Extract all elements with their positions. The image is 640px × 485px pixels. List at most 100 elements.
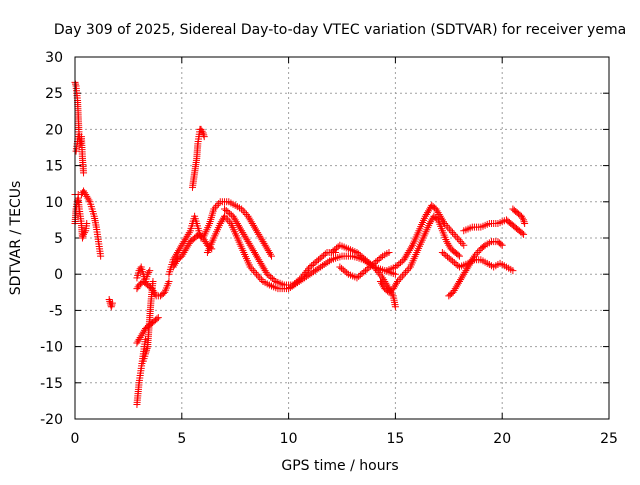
data-point	[422, 210, 430, 218]
data-point	[367, 262, 375, 270]
data-point	[389, 285, 397, 293]
data-point	[462, 267, 470, 275]
data-point	[105, 296, 113, 304]
data-point	[230, 214, 238, 222]
data-point	[226, 209, 234, 217]
data-point	[441, 220, 449, 228]
data-point	[321, 250, 329, 258]
data-point	[329, 247, 337, 255]
data-point	[247, 218, 255, 226]
data-point	[454, 251, 462, 259]
data-point	[391, 270, 399, 278]
data-point	[201, 238, 209, 246]
y-tick-label: -5	[49, 303, 63, 319]
data-point	[225, 218, 233, 226]
data-point	[244, 212, 252, 220]
data-point	[198, 127, 206, 135]
data-point	[216, 220, 224, 228]
data-point	[181, 247, 189, 255]
data-point	[459, 272, 467, 280]
x-axis-label: GPS time / hours	[281, 458, 398, 474]
data-point	[331, 246, 339, 254]
x-tick-label: 20	[493, 431, 511, 447]
data-point	[148, 285, 156, 293]
data-point	[405, 265, 413, 273]
data-point	[241, 232, 249, 240]
y-tick-label: 15	[45, 159, 63, 175]
data-point	[450, 259, 458, 267]
data-point	[517, 212, 525, 220]
data-point	[317, 263, 325, 271]
data-point	[310, 268, 318, 276]
data-point	[253, 252, 261, 260]
data-point	[81, 229, 89, 237]
data-point	[308, 262, 316, 270]
data-point	[247, 243, 255, 251]
data-point	[306, 263, 314, 271]
data-point	[320, 251, 328, 259]
data-point	[297, 274, 305, 282]
data-point	[251, 250, 259, 258]
data-point	[143, 344, 151, 352]
data-point	[395, 260, 403, 268]
data-point	[405, 247, 413, 255]
data-point	[397, 274, 405, 282]
data-point	[75, 133, 83, 141]
data-point	[222, 206, 230, 214]
data-point	[135, 267, 143, 275]
data-point	[434, 209, 442, 217]
data-point	[78, 234, 86, 242]
data-point	[224, 216, 232, 224]
data-point	[373, 267, 381, 275]
data-point	[300, 270, 308, 278]
data-point	[444, 239, 452, 247]
plot-frame	[74, 56, 610, 420]
data-point	[149, 277, 157, 285]
data-point	[363, 265, 371, 273]
data-point	[455, 277, 463, 285]
data-point	[260, 239, 268, 247]
data-point	[134, 337, 142, 345]
data-point	[248, 220, 256, 228]
data-point	[180, 248, 188, 256]
data-point	[336, 263, 344, 271]
data-point	[311, 267, 319, 275]
data-point	[83, 220, 91, 228]
data-point	[315, 256, 323, 264]
data-point	[143, 346, 151, 354]
data-point	[81, 189, 89, 197]
data-point	[185, 229, 193, 237]
data-point	[469, 254, 477, 262]
data-point	[461, 268, 469, 276]
data-point	[372, 258, 380, 266]
axis-ticks: 0 5 10 15 20 25 -20 -15 -10 -5 0 5 10 15 20 25 30	[40, 50, 618, 447]
data-point	[443, 238, 451, 246]
data-point	[305, 265, 313, 273]
data-point	[315, 264, 323, 272]
data-point	[144, 270, 152, 278]
data-point	[426, 220, 434, 228]
data-point	[141, 350, 149, 358]
data-point	[334, 243, 342, 251]
data-point	[520, 216, 528, 224]
data-point	[238, 227, 246, 235]
data-point	[453, 281, 461, 289]
data-point	[248, 265, 256, 273]
data-point	[294, 277, 302, 285]
data-point	[180, 238, 188, 246]
data-point	[438, 216, 446, 224]
data-point	[183, 243, 191, 251]
data-point	[184, 241, 192, 249]
y-axis-label: SDTVAR / TECUs	[8, 181, 24, 296]
data-point	[444, 223, 452, 231]
data-point	[460, 270, 468, 278]
y-tick-label: 30	[45, 50, 63, 66]
data-point	[392, 279, 400, 287]
data-point	[200, 131, 208, 139]
data-point	[373, 256, 381, 264]
data-point	[427, 218, 435, 226]
data-point	[178, 252, 186, 260]
data-point	[438, 248, 446, 256]
data-point	[358, 253, 366, 261]
data-point	[176, 245, 184, 253]
